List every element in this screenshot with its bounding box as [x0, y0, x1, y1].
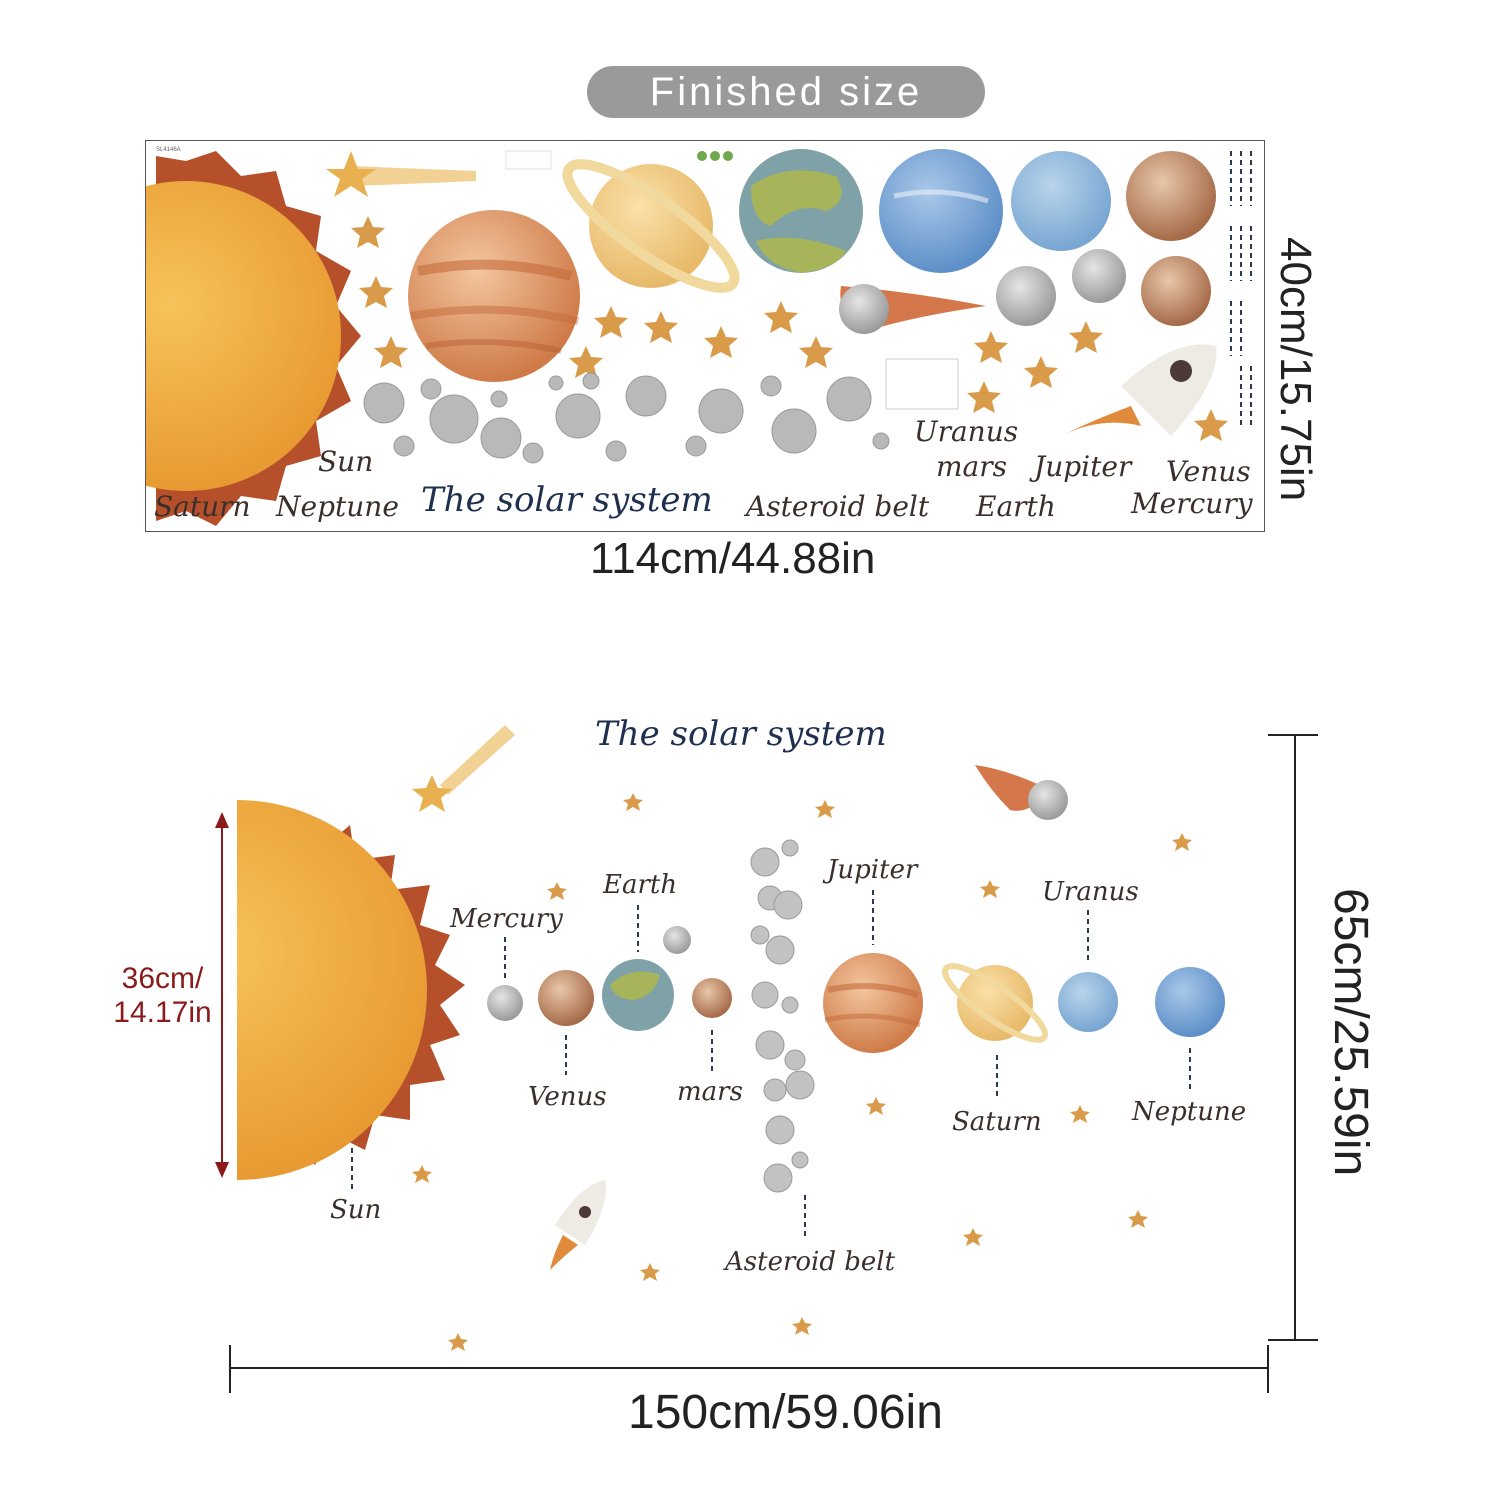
sheet-asteroids	[363, 372, 890, 464]
sheet-label-jupiter: Jupiter	[1029, 450, 1133, 483]
layout-mars	[692, 978, 732, 1018]
sheet-jupiter	[408, 210, 580, 382]
sheet-rocket	[1061, 344, 1217, 436]
sheet-label-mercury: Mercury	[1130, 487, 1254, 520]
layout-asteroid-belt	[750, 839, 815, 1193]
layout-jupiter	[823, 953, 923, 1053]
sheet-label-neptune: Neptune	[275, 490, 399, 523]
sun-height-arrow	[215, 812, 229, 1178]
layout-uranus	[1058, 972, 1118, 1032]
layout-height-dimension-line	[1268, 734, 1318, 1341]
layout-sun	[0, 800, 465, 1200]
sun-height-label-line1: 36cm/	[121, 962, 204, 995]
layout-label-saturn: Saturn	[952, 1107, 1042, 1137]
layout-neptune	[1155, 967, 1225, 1037]
layout-earth	[602, 959, 674, 1031]
sheet-stars	[351, 216, 1228, 441]
layout-label-venus: Venus	[528, 1082, 607, 1112]
sheet-label-venus: Venus	[1166, 455, 1251, 488]
layout-label-mars: mars	[677, 1077, 743, 1107]
sheet-label-saturn: Saturn	[154, 490, 251, 523]
layout-height-label: 65cm/25.59in	[1324, 888, 1377, 1177]
sheet-label-sun: Sun	[318, 445, 373, 478]
sheet-label-uranus: Uranus	[914, 415, 1018, 448]
sheet-instruction-icons	[505, 150, 733, 170]
layout-mercury	[487, 985, 523, 1021]
sheet-saturn	[562, 159, 740, 293]
finished-size-label: Finished size	[649, 69, 923, 114]
sheet-label-mars: mars	[936, 450, 1007, 483]
layout-label-asteroid-belt: Asteroid belt	[723, 1247, 896, 1277]
sheet-sun	[146, 151, 361, 526]
sheet-code: SL4146A	[156, 147, 181, 153]
layout-title: The solar system	[595, 714, 887, 754]
sun-height-label-line2: 14.17in	[113, 996, 212, 1029]
layout-label-sun: Sun	[330, 1195, 381, 1225]
layout-label-uranus: Uranus	[1042, 877, 1139, 907]
layout-label-neptune: Neptune	[1131, 1097, 1246, 1127]
layout-label-jupiter: Jupiter	[822, 855, 919, 885]
sheet-earth	[739, 149, 863, 273]
layout-stars	[412, 793, 1192, 1351]
sheet-comet	[839, 284, 986, 334]
sheet-venus	[1126, 151, 1216, 241]
layout-label-connectors	[351, 890, 1191, 1240]
sticker-sheet: SL4146A	[145, 140, 1265, 532]
layout-width-label: 150cm/59.06in	[628, 1386, 943, 1439]
sheet-artwork: Saturn Sun Neptune The solar system Aste…	[146, 149, 1254, 526]
sheet-neptune	[879, 149, 1003, 273]
sheet-label-earth: Earth	[975, 490, 1056, 523]
layout-width-dimension-line	[229, 1345, 1269, 1393]
layout-venus	[538, 970, 594, 1026]
sun-height-label: 36cm/ 14.17in	[100, 962, 225, 1030]
layout-saturn	[942, 963, 1048, 1043]
sheet-dashed-line-stickers	[1230, 151, 1252, 426]
finished-size-badge: Finished size	[587, 66, 985, 118]
sheet-title: The solar system	[421, 480, 713, 520]
layout-moon	[663, 926, 691, 954]
sheet-shooting-star	[326, 151, 476, 197]
sheet-uranus	[1011, 151, 1111, 251]
sheet-width-label: 114cm/44.88in	[590, 534, 876, 583]
sheet-preview-thumbnail	[885, 358, 959, 410]
layout-label-earth: Earth	[602, 870, 677, 900]
layout-comet	[975, 765, 1068, 820]
sheet-small-planets	[996, 249, 1211, 326]
layout-rocket	[550, 1180, 606, 1270]
sheet-label-asteroid-belt: Asteroid belt	[743, 490, 930, 523]
layout-label-mercury: Mercury	[449, 904, 563, 934]
layout-shooting-star	[412, 725, 515, 812]
